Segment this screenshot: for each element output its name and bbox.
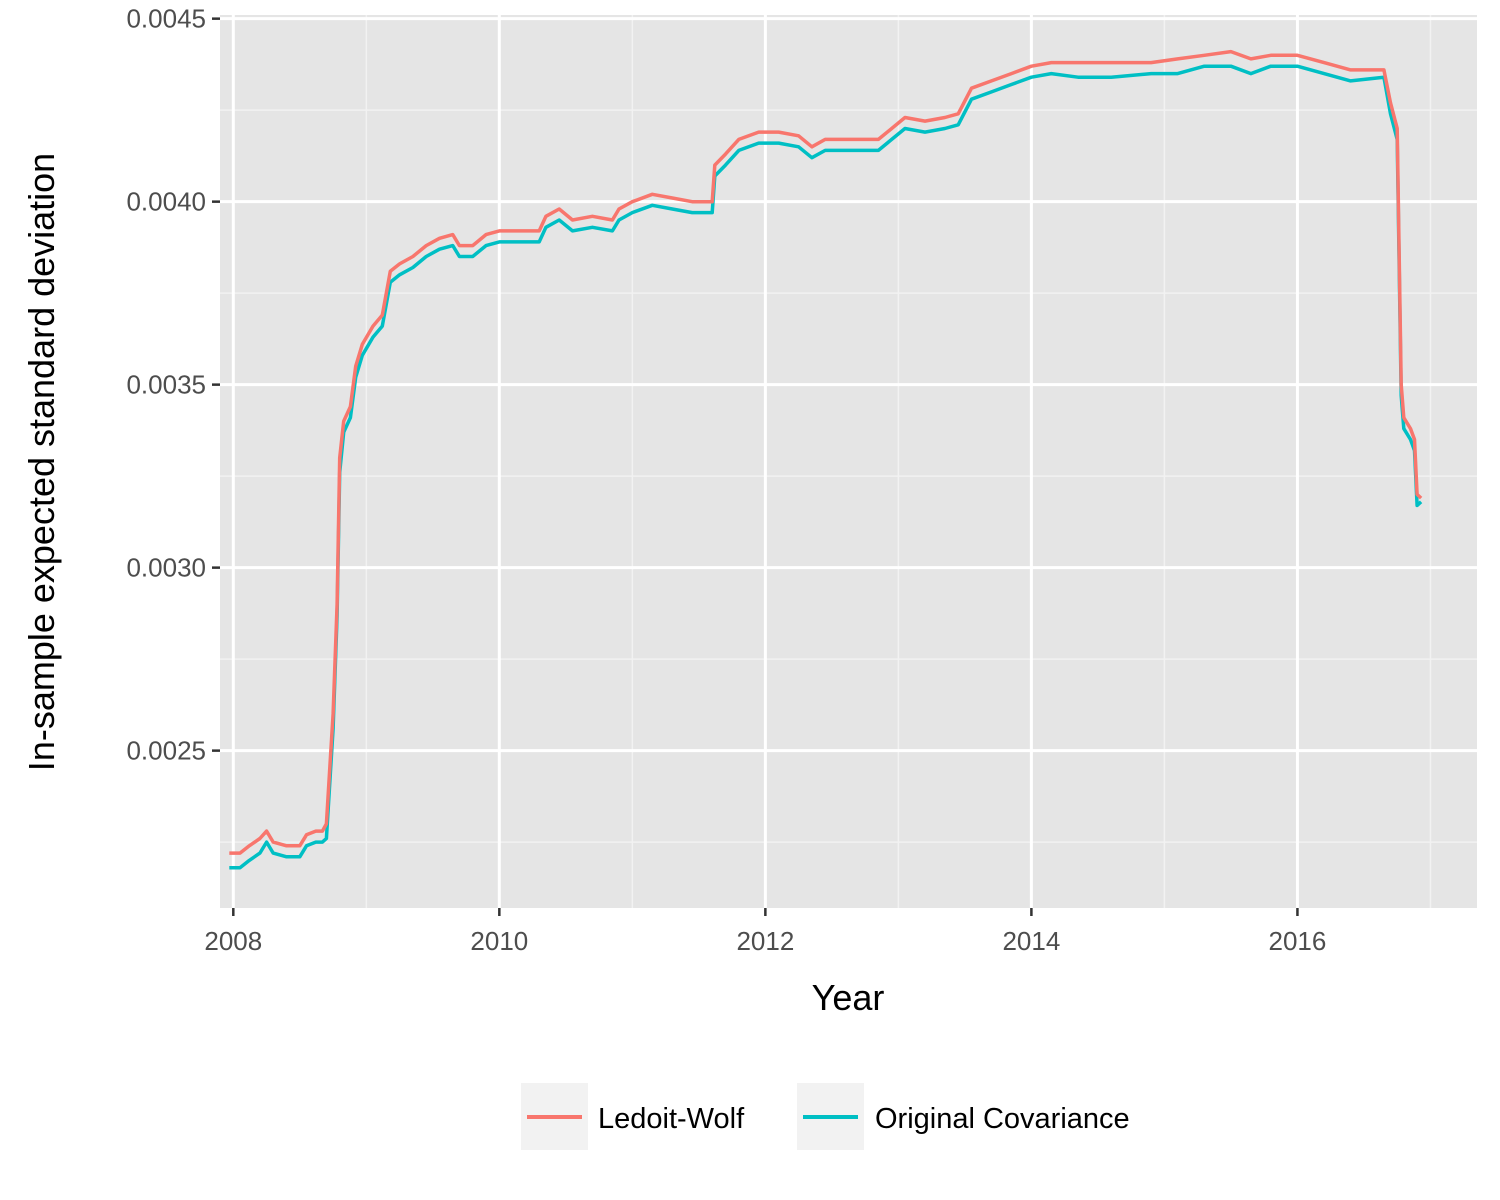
series-line-0 bbox=[229, 49, 1423, 855]
y-axis-title: In-sample expected standard deviation bbox=[21, 153, 62, 771]
series-lines bbox=[229, 49, 1423, 870]
x-tick-label: 2012 bbox=[736, 926, 794, 956]
y-tick-label: 0.0040 bbox=[126, 187, 206, 217]
x-tick-label: 2010 bbox=[470, 926, 528, 956]
x-tick-label: 2016 bbox=[1269, 926, 1327, 956]
y-tick-label: 0.0045 bbox=[126, 4, 206, 34]
x-tick-label: 2008 bbox=[204, 926, 262, 956]
minor-gridlines bbox=[220, 15, 1477, 908]
x-tick-label: 2014 bbox=[1002, 926, 1060, 956]
legend-label-ledoit-wolf: Ledoit-Wolf bbox=[598, 1103, 745, 1135]
plot-panel bbox=[220, 15, 1477, 908]
y-tick-label: 0.0030 bbox=[126, 553, 206, 583]
x-axis: 2008 2010 2012 2014 2016 bbox=[204, 908, 1326, 956]
legend: Ledoit-Wolf Original Covariance bbox=[521, 1083, 1130, 1150]
y-axis: 0.0025 0.0030 0.0035 0.0040 0.0045 bbox=[126, 4, 220, 766]
x-axis-title: Year bbox=[812, 977, 885, 1018]
y-tick-label: 0.0035 bbox=[126, 370, 206, 400]
legend-label-original-covariance: Original Covariance bbox=[875, 1103, 1130, 1135]
major-gridlines bbox=[220, 15, 1477, 908]
y-tick-label: 0.0025 bbox=[126, 736, 206, 766]
